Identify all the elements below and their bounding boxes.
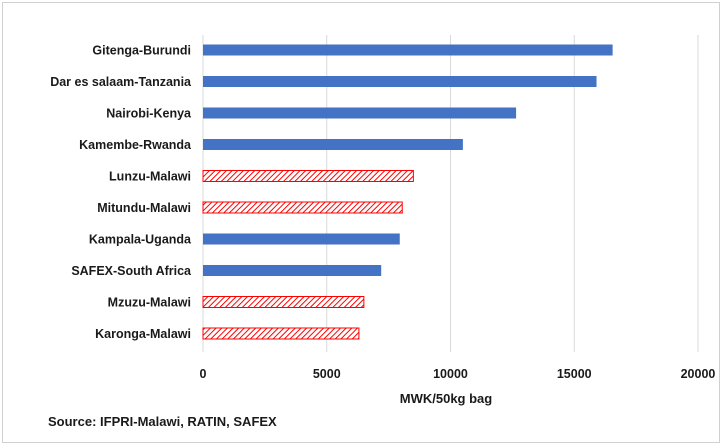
- x-tick-label: 0: [200, 367, 207, 381]
- category-labels: Gitenga-Burundi Dar es salaam-Tanzania Nai…: [50, 44, 192, 342]
- x-tick-label: 15000: [557, 367, 592, 381]
- category-label: SAFEX-South Africa: [71, 264, 192, 278]
- bar: [202, 296, 365, 308]
- x-tick-labels: 0 5000 10000 15000 20000: [200, 367, 716, 381]
- category-label: Mitundu-Malawi: [97, 201, 191, 215]
- category-label: Gitenga-Burundi: [92, 44, 191, 58]
- x-tick-label: 20000: [681, 367, 716, 381]
- bar: [202, 327, 360, 340]
- bar-chart: Gitenga-Burundi Dar es salaam-Tanzania Nai…: [48, 35, 716, 429]
- bar: [203, 139, 463, 150]
- bar: [202, 201, 403, 214]
- bar: [202, 170, 414, 182]
- bars: [202, 44, 613, 340]
- category-label: Nairobi-Kenya: [106, 107, 192, 121]
- category-label: Kampala-Uganda: [89, 233, 192, 247]
- bar: [203, 233, 400, 245]
- category-label: Lunzu-Malawi: [109, 170, 191, 184]
- x-tick-label: 5000: [313, 367, 341, 381]
- bar: [203, 76, 597, 87]
- category-label: Kamembe-Rwanda: [79, 138, 192, 152]
- category-label: Karonga-Malawi: [95, 327, 191, 341]
- bar: [203, 265, 382, 276]
- chart-frame: Gitenga-Burundi Dar es salaam-Tanzania Nai…: [2, 2, 720, 443]
- category-label: Mzuzu-Malawi: [108, 296, 191, 310]
- category-label: Dar es salaam-Tanzania: [50, 75, 192, 89]
- bar: [203, 107, 517, 119]
- bar: [203, 44, 613, 56]
- x-tick-label: 10000: [433, 367, 468, 381]
- x-axis-title: MWK/50kg bag: [400, 391, 493, 406]
- source-note: Source: IFPRI-Malawi, RATIN, SAFEX: [48, 414, 277, 429]
